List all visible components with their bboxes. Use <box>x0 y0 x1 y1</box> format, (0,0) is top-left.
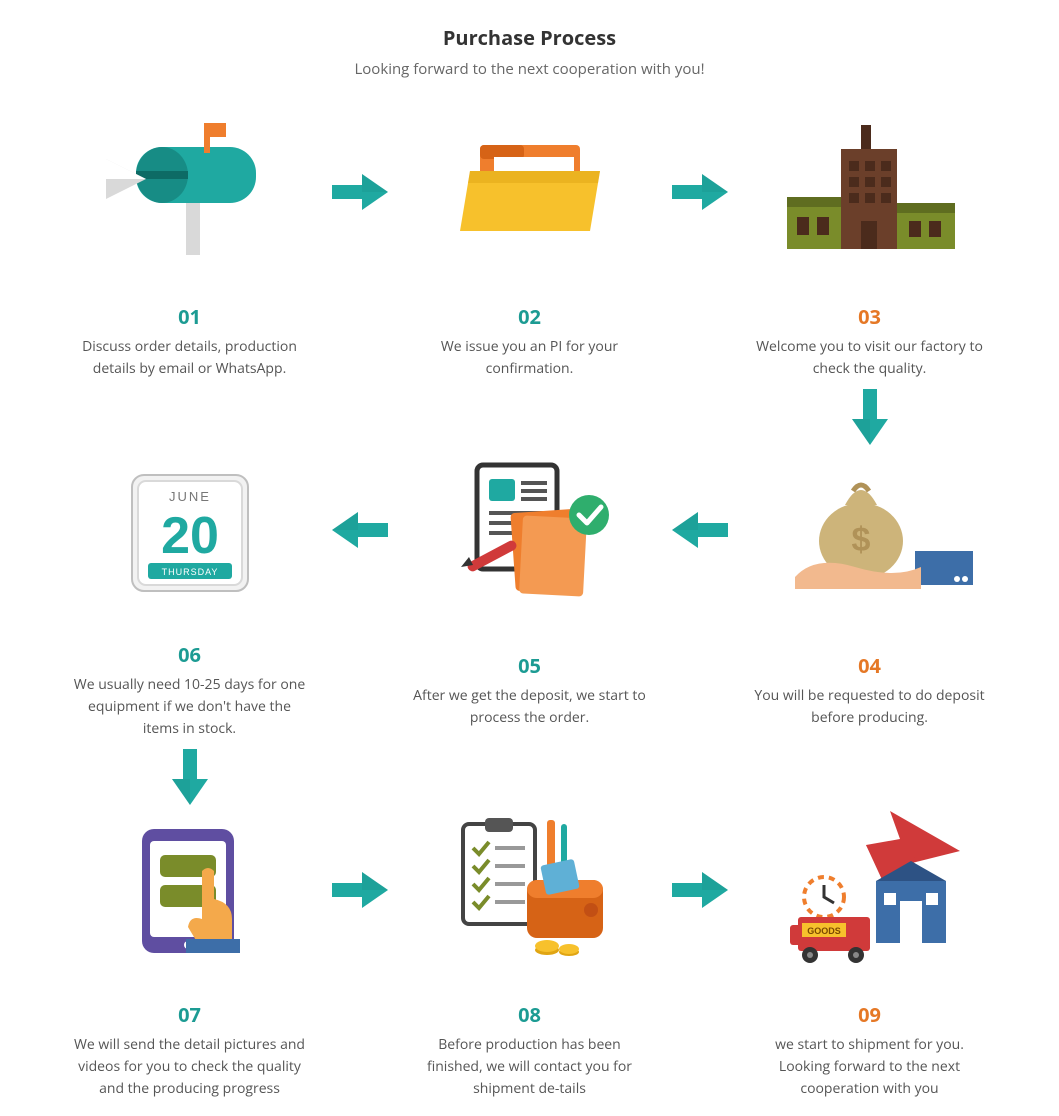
step-02-caption: 02 We issue you an PI for your confirmat… <box>400 275 660 387</box>
step-05-caption: 05 After we get the deposit, we start to… <box>400 624 660 736</box>
arrow-right <box>320 117 400 267</box>
arrow-down <box>60 747 320 807</box>
step-07 <box>60 807 320 973</box>
step-01-caption: 01 Discuss order details, production det… <box>60 275 320 387</box>
step-text: We issue you an PI for your confirmation… <box>406 336 654 379</box>
step-number: 01 <box>66 303 314 330</box>
step-number: 04 <box>746 652 994 679</box>
step-04: $ <box>740 447 1000 613</box>
arrow-right-icon <box>332 172 388 212</box>
document-check-icon-wrap <box>406 455 654 605</box>
arrow-down-icon <box>850 389 890 445</box>
arrow-left <box>320 455 400 605</box>
step-03-caption: 03 Welcome you to visit our factory to c… <box>740 275 1000 387</box>
clipboard-wallet-icon <box>435 810 625 970</box>
factory-icon <box>775 117 965 267</box>
arrow-left <box>660 455 740 605</box>
arrow-right <box>320 815 400 965</box>
step-08 <box>400 807 660 973</box>
process-grid: 01 Discuss order details, production det… <box>0 109 1059 1108</box>
money-hand-icon-wrap: $ <box>746 455 994 605</box>
arrow-right <box>660 815 740 965</box>
folder-icon-wrap <box>406 117 654 267</box>
step-number: 02 <box>406 303 654 330</box>
step-number: 07 <box>66 1001 314 1028</box>
page-title: Purchase Process <box>0 24 1059 51</box>
tablet-touch-icon <box>110 815 270 965</box>
svg-text:THURSDAY: THURSDAY <box>161 567 218 577</box>
step-text: Discuss order details, production detail… <box>66 336 314 379</box>
svg-text:$: $ <box>851 521 870 559</box>
shipping-icon-wrap: GOODS <box>746 815 994 965</box>
step-text: Before production has been finished, we … <box>406 1034 654 1099</box>
arrow-left-icon <box>332 510 388 550</box>
step-08-caption: 08 Before production has been finished, … <box>400 973 660 1107</box>
step-04-caption: 04 You will be requested to do deposit b… <box>740 624 1000 736</box>
step-03 <box>740 109 1000 275</box>
step-text: We usually need 10-25 days for one equip… <box>66 674 314 739</box>
step-text: After we get the deposit, we start to pr… <box>406 685 654 728</box>
page-subtitle: Looking forward to the next cooperation … <box>0 59 1059 79</box>
mailbox-icon <box>100 117 280 267</box>
arrow-down-icon <box>170 749 210 805</box>
step-number: 08 <box>406 1001 654 1028</box>
step-06: JUNE 20 THURSDAY <box>60 447 320 613</box>
svg-text:20: 20 <box>161 507 219 565</box>
step-number: 05 <box>406 652 654 679</box>
step-number: 03 <box>746 303 994 330</box>
document-check-icon <box>435 455 625 605</box>
arrow-right <box>660 117 740 267</box>
header: Purchase Process Looking forward to the … <box>0 24 1059 79</box>
money-hand-icon: $ <box>765 455 975 605</box>
tablet-touch-icon-wrap <box>66 815 314 965</box>
step-number: 09 <box>746 1001 994 1028</box>
mailbox-icon-wrap <box>66 117 314 267</box>
factory-icon-wrap <box>746 117 994 267</box>
folder-icon <box>450 127 610 257</box>
step-07-caption: 07 We will send the detail pictures and … <box>60 973 320 1107</box>
arrow-left-icon <box>672 510 728 550</box>
calendar-icon: JUNE 20 THURSDAY <box>110 455 270 605</box>
arrow-right-icon <box>332 870 388 910</box>
svg-text:GOODS: GOODS <box>807 926 841 936</box>
clipboard-wallet-icon-wrap <box>406 815 654 965</box>
step-text: we start to shipment for you. Looking fo… <box>746 1034 994 1099</box>
step-number: 06 <box>66 641 314 668</box>
step-text: You will be requested to do deposit befo… <box>746 685 994 728</box>
step-01 <box>60 109 320 275</box>
step-06-caption: 06 We usually need 10-25 days for one eq… <box>60 613 320 747</box>
arrow-down <box>740 387 1000 447</box>
arrow-right-icon <box>672 172 728 212</box>
step-05 <box>400 447 660 613</box>
step-09-caption: 09 we start to shipment for you. Looking… <box>740 973 1000 1107</box>
svg-text:JUNE: JUNE <box>169 489 211 504</box>
step-09: GOODS <box>740 807 1000 973</box>
step-text: We will send the detail pictures and vid… <box>66 1034 314 1099</box>
step-text: Welcome you to visit our factory to chec… <box>746 336 994 379</box>
step-02 <box>400 109 660 275</box>
arrow-right-icon <box>672 870 728 910</box>
shipping-icon: GOODS <box>770 805 970 975</box>
calendar-icon-wrap: JUNE 20 THURSDAY <box>66 455 314 605</box>
